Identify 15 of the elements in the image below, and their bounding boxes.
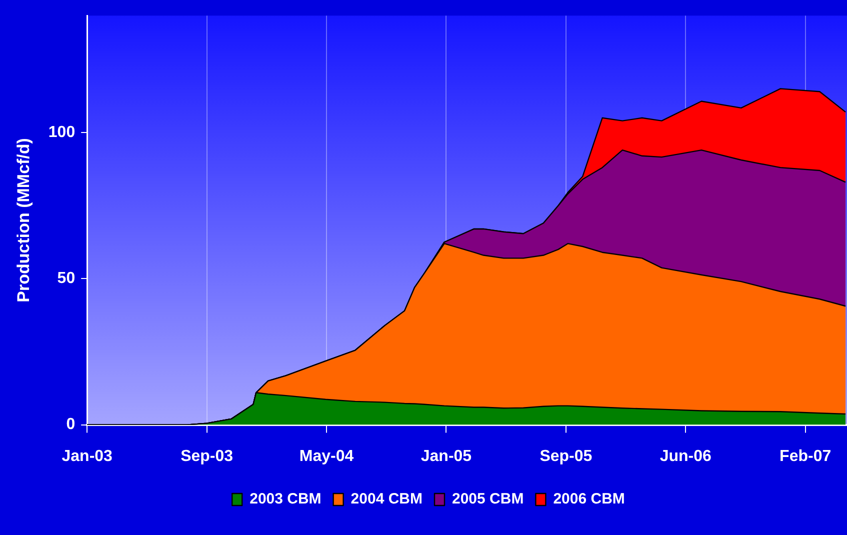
x-tick-label: Feb-07 (780, 448, 832, 465)
x-tick-label: Jun-06 (660, 448, 712, 465)
y-tick-label: 50 (57, 270, 76, 288)
legend-label: 2005 CBM (452, 490, 524, 508)
x-tick-label: Sep-03 (180, 448, 234, 465)
y-tick-label: 0 (66, 416, 76, 434)
y-tick-label: 100 (48, 124, 76, 141)
legend-label: 2004 CBM (350, 490, 423, 508)
legend-label: 2006 CBM (553, 490, 625, 508)
x-tick-label: May-04 (299, 448, 354, 465)
y-axis-title: Production (MMcf/d) (14, 138, 33, 302)
x-tick-label: Jan-05 (420, 448, 472, 465)
x-tick-label: Sep-05 (540, 448, 592, 465)
x-tick-label: Jan-03 (62, 448, 113, 465)
legend-label: 2003 CBM (250, 490, 322, 508)
